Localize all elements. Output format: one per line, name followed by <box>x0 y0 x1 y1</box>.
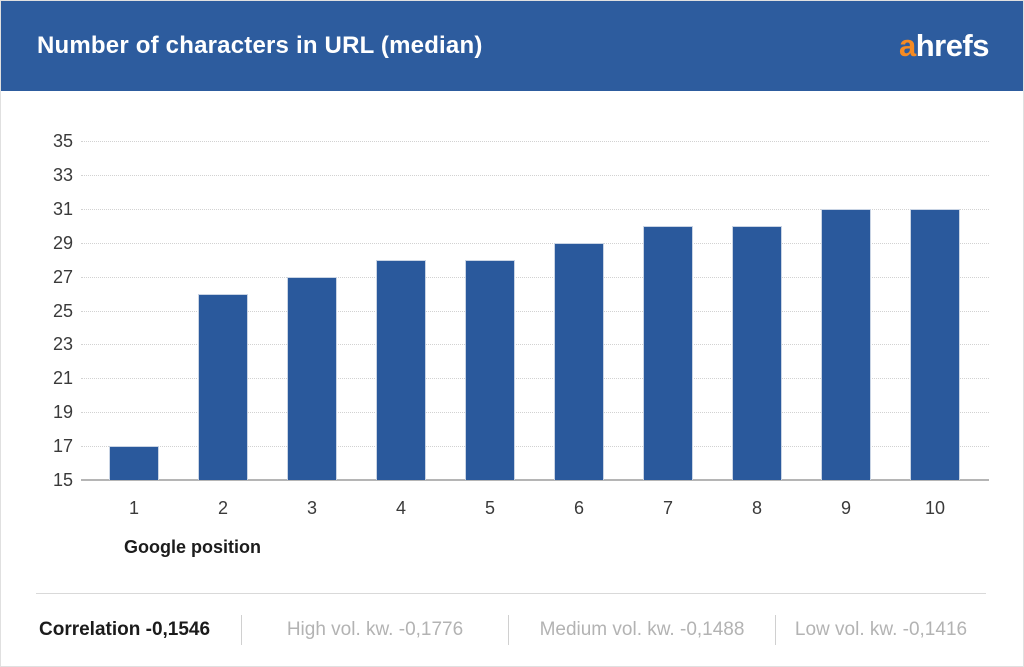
gridline <box>81 412 989 414</box>
bar <box>554 242 604 480</box>
gridline <box>81 446 989 448</box>
x-axis-tick-label: 2 <box>217 498 228 518</box>
x-axis-tick-label: 9 <box>840 498 851 518</box>
bar <box>109 446 159 480</box>
y-axis-tick-label: 33 <box>52 164 73 185</box>
x-axis-tick-label: 8 <box>751 498 762 518</box>
x-axis-tick-label: 10 <box>924 498 946 518</box>
bar <box>910 208 960 480</box>
bar <box>198 293 248 480</box>
y-axis-tick-label: 21 <box>52 368 73 389</box>
bar <box>821 208 871 480</box>
gridline <box>81 378 989 380</box>
bar <box>643 225 693 480</box>
y-axis-tick-label: 19 <box>52 402 73 423</box>
gridline <box>81 174 989 176</box>
page-title: Number of characters in URL (median) <box>37 32 483 59</box>
chart-header: Number of characters in URL (median) ahr… <box>1 1 1023 91</box>
y-axis-tick-label: 29 <box>52 232 73 253</box>
x-axis-tick-label: 5 <box>484 498 495 518</box>
y-axis-tick-label: 35 <box>52 131 73 151</box>
gridline <box>81 141 989 142</box>
y-axis-tick-label: 25 <box>52 300 73 321</box>
y-axis-tick-label: 17 <box>52 436 73 457</box>
x-axis-tick-label: 3 <box>306 498 317 518</box>
y-axis-tick-label: 15 <box>52 470 73 490</box>
footer-divider <box>508 614 509 645</box>
x-axis-title: Google position <box>124 537 261 557</box>
correlation-high-vol: High vol. kw. -0,1776 <box>286 618 464 640</box>
gridline <box>81 310 989 312</box>
footer-stats: Correlation -0,1546 High vol. kw. -0,177… <box>36 593 986 665</box>
footer-divider <box>775 614 776 645</box>
bar <box>287 276 337 480</box>
correlation-overall: Correlation -0,1546 <box>39 618 211 640</box>
correlation-medium-vol: Medium vol. kw. -0,1488 <box>539 618 745 640</box>
x-axis-tick-label: 6 <box>573 498 584 518</box>
gridline <box>81 208 989 210</box>
axis-baseline <box>81 479 989 481</box>
ahrefs-logo: ahrefs <box>898 28 990 64</box>
y-axis-tick-label: 31 <box>52 198 73 219</box>
bar <box>732 225 782 480</box>
bar <box>376 259 426 480</box>
x-axis-tick-label: 7 <box>662 498 673 518</box>
gridline <box>81 276 989 278</box>
x-axis-tick-label: 1 <box>128 498 139 518</box>
y-axis-tick-label: 23 <box>52 334 73 355</box>
y-axis-tick-label: 27 <box>52 266 73 287</box>
ahrefs-logo-a: a <box>898 28 916 63</box>
x-axis-tick-label: 4 <box>395 498 406 518</box>
footer-divider <box>241 614 242 645</box>
ahrefs-logo-rest: hrefs <box>915 28 990 63</box>
bar <box>465 259 515 480</box>
gridline <box>81 242 989 244</box>
correlation-low-vol: Low vol. kw. -0,1416 <box>794 618 968 640</box>
gridline <box>81 344 989 346</box>
